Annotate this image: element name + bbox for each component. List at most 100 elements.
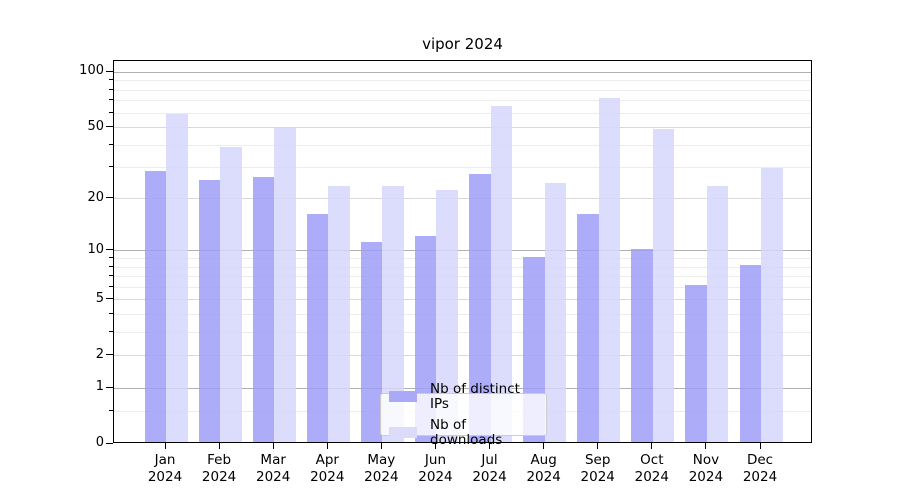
legend-row-downloads: Nb of downloads [389, 416, 538, 448]
y-minor-tick [109, 79, 113, 81]
y-minor-tick [109, 409, 113, 411]
y-tick [106, 126, 113, 127]
y-tick [106, 298, 113, 300]
bar-downloads [761, 168, 783, 442]
minor-gridline [114, 80, 811, 82]
minor-gridline [114, 286, 811, 288]
y-minor-tick [109, 143, 113, 145]
major-gridline [114, 250, 811, 252]
x-tick-label: Jan 2024 [147, 452, 183, 485]
x-tick-label: May 2024 [364, 452, 399, 485]
x-tick-label: Aug 2024 [526, 452, 561, 485]
minor-gridline [114, 266, 811, 268]
ips-swatch-icon [389, 391, 417, 402]
legend-label-distinct-ips: Nb of distinct IPs [430, 380, 520, 412]
legend-row-distinct-ips: Nb of distinct IPs [389, 380, 538, 412]
x-tick [759, 443, 761, 449]
bar-downloads [598, 97, 621, 442]
bar-downloads [382, 186, 404, 442]
major-gridline [114, 71, 811, 73]
y-tick-label: 1 [95, 379, 104, 395]
x-tick-label: Mar 2024 [255, 452, 291, 485]
bar-ips [414, 235, 437, 442]
y-minor-tick [109, 330, 113, 332]
bar-ips [360, 241, 383, 442]
bar-ips [685, 285, 707, 442]
y-tick-label: 2 [95, 346, 104, 362]
bar-ips [198, 179, 221, 442]
downloads-swatch-icon [389, 427, 417, 438]
y-tick-label: 50 [87, 118, 104, 134]
x-tick-label: Dec 2024 [742, 452, 778, 485]
y-tick [106, 197, 113, 199]
y-tick-label: 0 [95, 435, 104, 450]
bar-ips [469, 173, 491, 442]
gridline [114, 198, 811, 200]
x-tick [543, 443, 545, 449]
y-tick-label: 20 [87, 189, 104, 205]
x-tick-label: Sep 2024 [580, 452, 615, 485]
bar-downloads [436, 189, 458, 442]
x-tick-label: Feb 2024 [201, 452, 237, 485]
bar-downloads [166, 113, 188, 442]
y-tick [106, 354, 113, 356]
y-tick-label: 100 [79, 63, 104, 79]
minor-gridline [114, 89, 811, 91]
bar-ips [144, 170, 166, 442]
legend-label-downloads: Nb of downloads [430, 416, 503, 448]
minor-gridline [114, 313, 811, 315]
minor-gridline [114, 100, 811, 102]
minor-gridline [114, 258, 811, 260]
y-minor-tick [109, 285, 113, 287]
x-tick-label: Apr 2024 [310, 452, 345, 485]
y-minor-tick [109, 265, 113, 267]
minor-gridline [114, 167, 811, 169]
bar-ips [306, 213, 329, 442]
bar-ips [631, 248, 653, 442]
x-tick-label: Jun 2024 [418, 452, 453, 485]
y-tick [106, 386, 113, 388]
x-tick [597, 443, 599, 449]
minor-gridline [114, 276, 811, 278]
x-tick [326, 443, 328, 449]
x-tick [651, 443, 653, 449]
y-tick-label: 5 [95, 290, 104, 306]
bar-downloads [220, 147, 242, 442]
bar-downloads [490, 105, 513, 442]
x-tick-label: Jul 2024 [472, 452, 507, 485]
y-tick [106, 442, 113, 444]
bar-downloads [544, 182, 567, 442]
x-tick-label: Nov 2024 [688, 452, 724, 485]
y-minor-tick [109, 257, 113, 259]
x-tick-label: Oct 2024 [634, 452, 669, 485]
gridline [114, 127, 811, 128]
x-tick [489, 443, 491, 449]
bar-downloads [274, 127, 296, 442]
x-tick [705, 443, 707, 449]
gridline [114, 355, 811, 357]
x-tick [164, 443, 166, 449]
x-tick [380, 443, 382, 449]
x-tick [218, 443, 220, 449]
x-tick [434, 443, 436, 449]
y-minor-tick [109, 111, 113, 113]
bar-downloads [328, 186, 350, 442]
bar-downloads [652, 128, 675, 442]
bar-downloads [706, 186, 729, 442]
y-tick [106, 249, 113, 251]
y-tick-label: 10 [87, 241, 104, 257]
minor-gridline [114, 144, 811, 146]
major-gridline [114, 387, 811, 389]
plot-area: Nb of distinct IPs Nb of downloads [113, 60, 812, 447]
gridline [114, 299, 811, 301]
bar-ips [252, 176, 275, 442]
y-minor-tick [109, 99, 113, 101]
y-minor-tick [109, 312, 113, 314]
bar-ips [577, 213, 599, 442]
bar-ips [739, 265, 761, 442]
y-tick [106, 70, 113, 72]
chart-title: vipor 2024 [422, 35, 503, 53]
x-tick [272, 443, 274, 449]
minor-gridline [114, 112, 811, 114]
